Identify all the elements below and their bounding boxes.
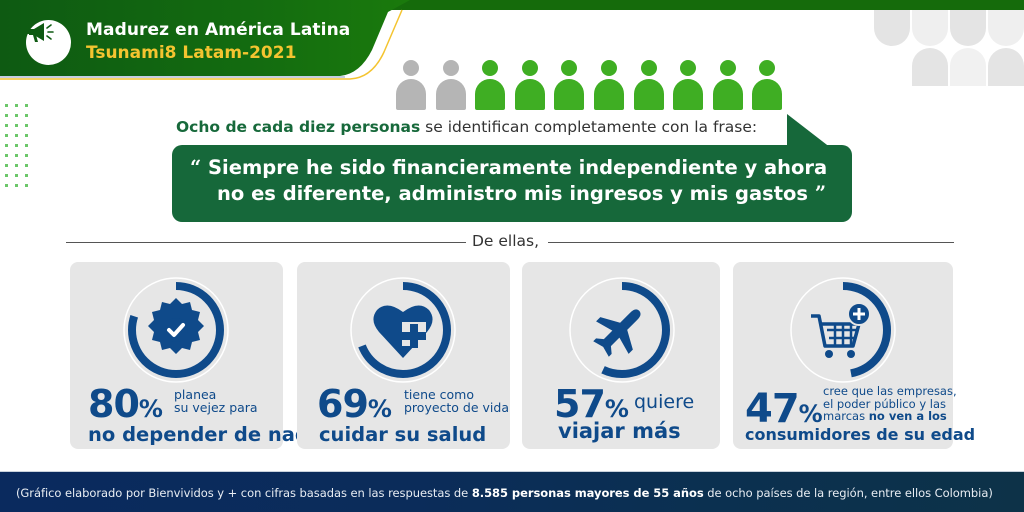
person-icon (435, 60, 466, 110)
close-quote-icon: ” (814, 182, 827, 205)
person-icon (633, 60, 664, 110)
stat-block: 69% tiene como proyecto de vida (317, 382, 509, 426)
person-icon (475, 60, 506, 110)
footer-bold: 8.585 personas mayores de 55 años (471, 486, 704, 500)
person-icon (752, 60, 783, 110)
stat-card-independence: 80% planea su vejez para no depender de n… (70, 262, 329, 449)
stat-card-health: 69% tiene como proyecto de vida cuidar su… (297, 262, 510, 449)
decorative-dot-grid (5, 104, 35, 187)
statement-lead: Ocho de cada diez personas se identifica… (176, 118, 757, 136)
quote-box (172, 145, 852, 222)
person-icon (593, 60, 624, 110)
stat-block: 47% cree que las empresas, el poder públi… (745, 385, 957, 432)
stat-card-consumers: 47% cree que las empresas, el poder públi… (733, 262, 975, 449)
people-pictogram (396, 60, 783, 110)
quote-text: “ Siempre he sido financieramente indepe… (190, 155, 850, 207)
stat-block: 80% planea su vejez para (88, 382, 258, 426)
divider-label: De ellas, (472, 232, 540, 250)
stat-percent: 69% (317, 382, 392, 426)
stat-highlight: cuidar su salud (319, 423, 487, 446)
progress-ring (350, 277, 456, 383)
stat-description: cree que las empresas, el poder público y… (823, 384, 957, 423)
footer-source-note: (Gráfico elaborado por Bienvividos y + c… (0, 471, 1024, 512)
stat-highlight: consumidores de su edad (745, 425, 976, 444)
divider-line-left (66, 242, 466, 243)
statement-lead-rest: se identifican completamente con la fras… (420, 118, 758, 136)
stat-description: tiene como proyecto de vida (404, 387, 509, 415)
header-banner: Madurez en América Latina Tsunami8 Latam… (0, 0, 410, 86)
person-icon (554, 60, 585, 110)
megaphone-icon-badge (26, 20, 71, 65)
verified-badge-icon (148, 298, 204, 354)
divider-line-right (548, 242, 954, 243)
person-icon (514, 60, 545, 110)
stat-percent: 57% (554, 382, 629, 426)
person-icon (712, 60, 743, 110)
decorative-shapes (874, 10, 1024, 86)
statement-lead-bold: Ocho de cada diez personas (176, 118, 421, 136)
stat-percent: 47% (745, 386, 823, 432)
speech-bubble-tail (787, 114, 831, 148)
header-banner-shape (0, 0, 410, 80)
top-green-strip (0, 0, 1024, 10)
stat-card-travel: 57% quiere viajar más (522, 262, 720, 449)
airplane-icon (593, 309, 641, 357)
heart-plus-icon (373, 305, 433, 358)
quote-line-1: Siempre he sido financieramente independ… (208, 156, 828, 179)
open-quote-icon: “ (190, 156, 202, 179)
stat-highlight: no depender de nadie (88, 423, 329, 446)
stat-description: planea su vejez para (174, 387, 258, 415)
person-icon (673, 60, 704, 110)
progress-ring (569, 277, 675, 383)
header-subtitle: Tsunami8 Latam-2021 (86, 43, 297, 63)
shopping-cart-plus-icon (811, 302, 871, 358)
megaphone-icon (27, 23, 54, 42)
stat-percent: 80% (88, 382, 163, 426)
footer-text: (Gráfico elaborado por Bienvividos y + c… (16, 486, 993, 500)
stat-description: quiere (634, 391, 695, 413)
progress-ring (123, 277, 229, 383)
header-title: Madurez en América Latina (86, 20, 351, 40)
person-icon (396, 60, 426, 110)
progress-ring (790, 277, 896, 383)
stat-block: 57% quiere (554, 382, 694, 426)
stat-highlight: viajar más (558, 419, 681, 443)
quote-line-2: no es diferente, administro mis ingresos… (217, 182, 809, 205)
